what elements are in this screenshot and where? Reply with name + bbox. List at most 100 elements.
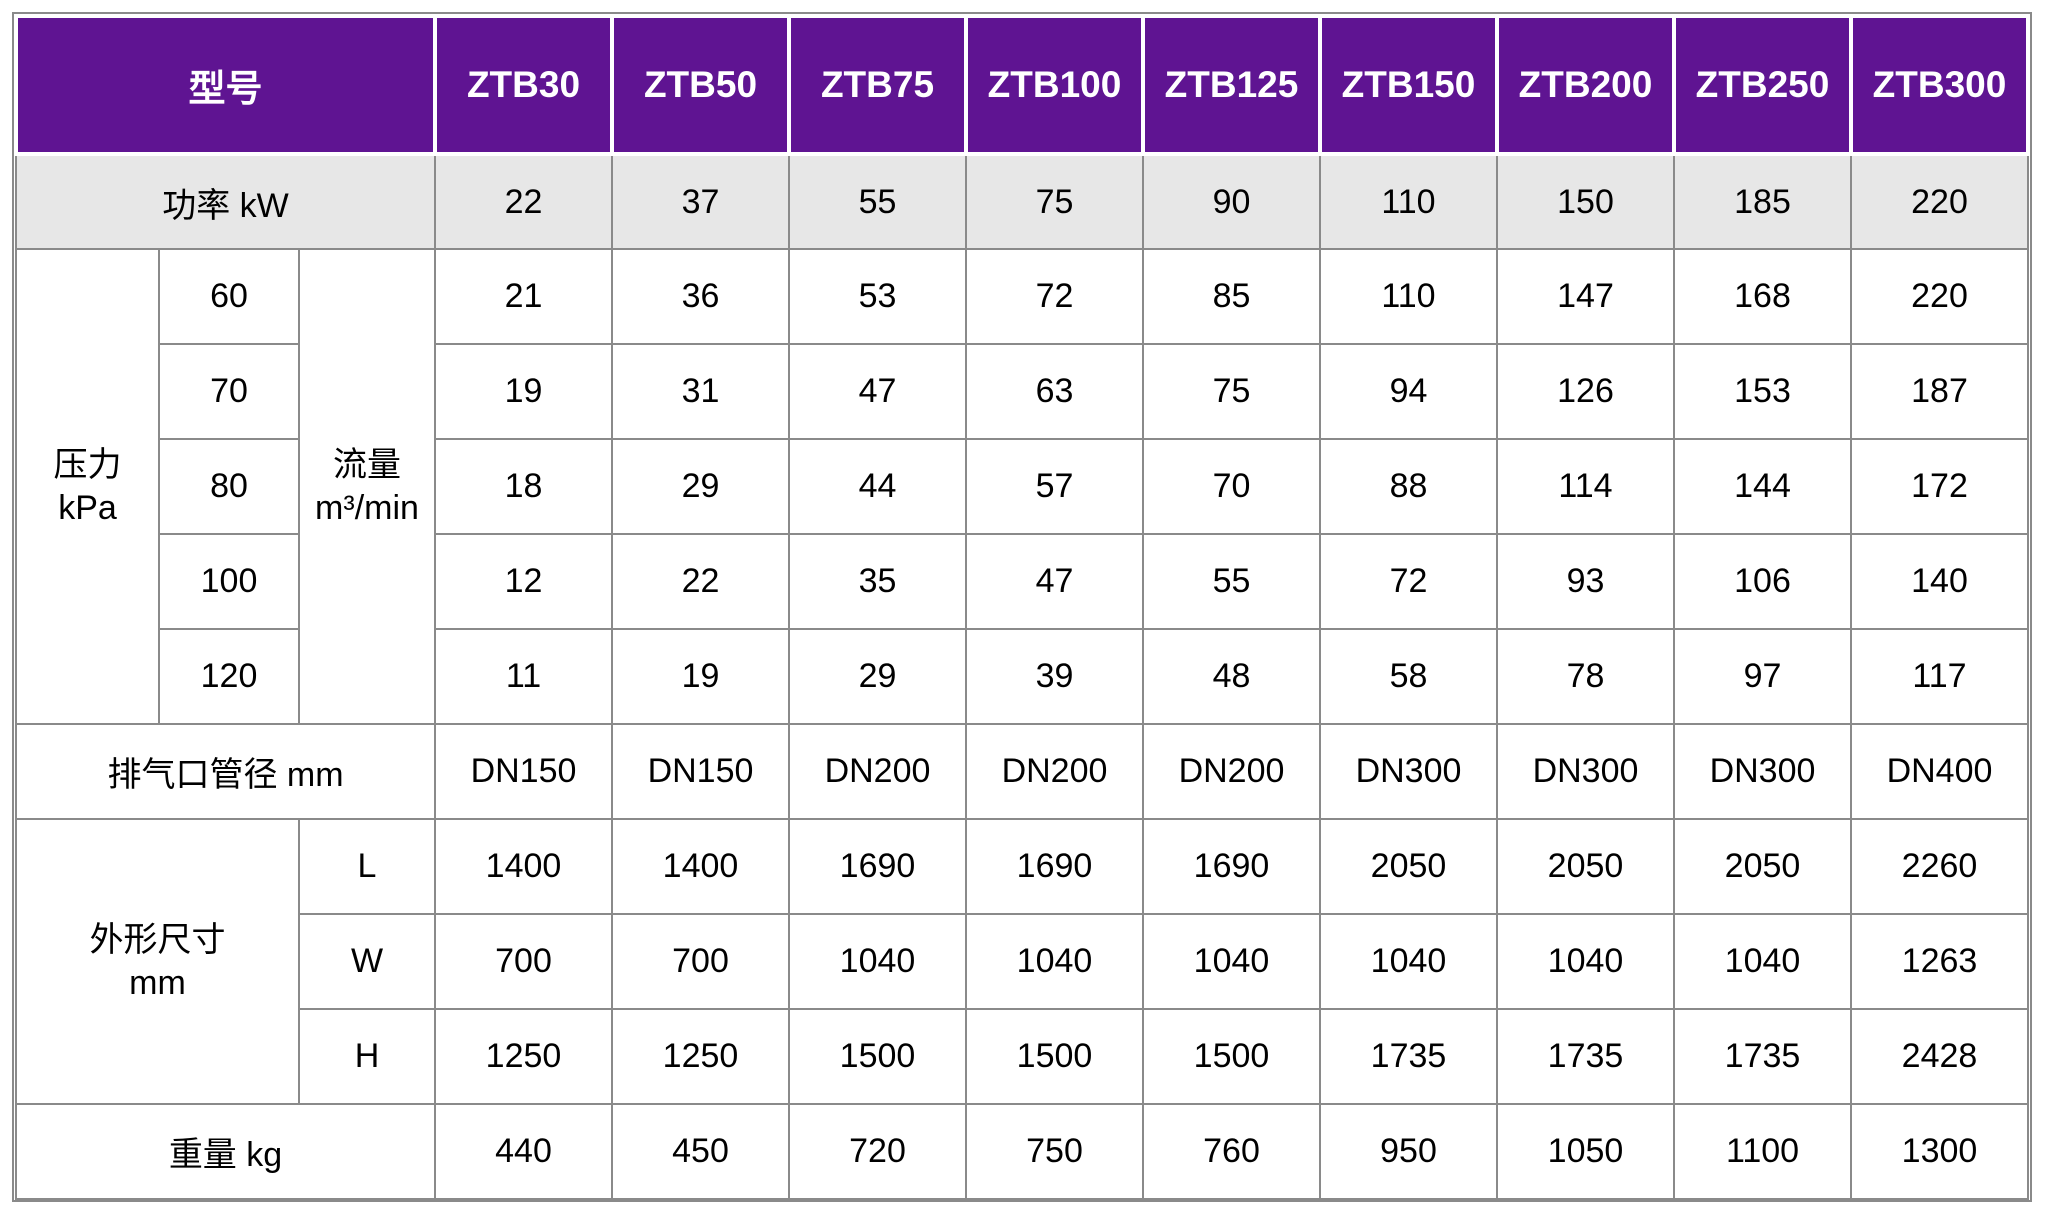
dimension-value: 1735 [1496,1008,1675,1105]
flow-value: 55 [1142,533,1321,630]
weight-row: 重量 kg 440 450 720 750 760 950 1050 1100 … [15,1103,2029,1200]
model-label-cell: 型号 [14,14,437,156]
pressure-kpa: 60 [158,248,300,345]
dimension-value: 1690 [965,818,1144,915]
outlet-row: 排气口管径 mm DN150 DN150 DN200 DN200 DN200 D… [15,723,2029,820]
weight-value: 950 [1319,1103,1498,1200]
dimension-value: 1040 [1496,913,1675,1010]
power-value: 110 [1319,153,1498,250]
power-value: 150 [1496,153,1675,250]
dimension-row-W: W 700 700 1040 1040 1040 1040 1040 1040 … [16,913,2029,1010]
model-ztb125: ZTB125 [1141,14,1322,156]
flow-value: 36 [611,248,790,345]
model-ztb200: ZTB200 [1495,14,1676,156]
pressure-row-120: 120 11 19 29 39 48 58 78 97 117 [16,628,2029,725]
flow-value: 39 [965,628,1144,725]
flow-value: 19 [611,628,790,725]
pressure-kpa: 80 [158,438,300,535]
weight-value: 720 [788,1103,967,1200]
flow-value: 153 [1673,343,1852,440]
spec-table-frame: 型号 ZTB30 ZTB50 ZTB75 ZTB100 ZTB125 ZTB15… [12,12,2032,1202]
dimension-value: 700 [611,913,790,1010]
power-value: 220 [1850,153,2029,250]
outlet-value: DN300 [1673,723,1852,820]
power-value: 185 [1673,153,1852,250]
flow-label-cn: 流量 [333,446,401,484]
pressure-label-cn: 压力 [53,446,122,484]
dimension-value: 700 [434,913,613,1010]
flow-value: 110 [1319,248,1498,345]
pressure-kpa: 70 [158,343,300,440]
weight-value: 1300 [1850,1103,2029,1200]
dimensions-label-cell: 外形尺寸 mm [15,818,300,1105]
flow-value: 29 [788,628,967,725]
outlet-value: DN200 [965,723,1144,820]
flow-value: 29 [611,438,790,535]
dimension-letter: H [298,1008,436,1105]
power-value: 55 [788,153,967,250]
model-ztb150: ZTB150 [1318,14,1499,156]
pressure-label-cell: 压力 kPa [15,248,160,725]
outlet-value: DN150 [611,723,790,820]
dimension-value: 1250 [434,1008,613,1105]
power-value: 22 [434,153,613,250]
flow-value: 75 [1142,343,1321,440]
weight-value: 1100 [1673,1103,1852,1200]
dimension-value: 2428 [1850,1008,2029,1105]
model-ztb250: ZTB250 [1672,14,1853,156]
flow-value: 47 [965,533,1144,630]
flow-value: 114 [1496,438,1675,535]
dimension-value: 1040 [1673,913,1852,1010]
flow-value: 93 [1496,533,1675,630]
flow-value: 44 [788,438,967,535]
flow-value: 47 [788,343,967,440]
dimension-value: 1400 [434,818,613,915]
pressure-label-unit: kPa [58,488,117,527]
weight-value: 760 [1142,1103,1321,1200]
dimension-value: 1500 [788,1008,967,1105]
flow-value: 126 [1496,343,1675,440]
power-value: 37 [611,153,790,250]
dimensions-label-cn: 外形尺寸 [89,921,226,959]
flow-value: 147 [1496,248,1675,345]
flow-value: 22 [611,533,790,630]
dimension-value: 1690 [1142,818,1321,915]
dimension-letter: W [298,913,436,1010]
pressure-kpa: 120 [158,628,300,725]
dimension-value: 2050 [1496,818,1675,915]
weight-value: 1050 [1496,1103,1675,1200]
dimension-row-H: H 1250 1250 1500 1500 1500 1735 1735 173… [16,1008,2029,1105]
flow-value: 72 [965,248,1144,345]
power-value: 90 [1142,153,1321,250]
dimension-letter: L [298,818,436,915]
flow-label-unit: m³/min [315,488,419,527]
dimension-value: 2050 [1319,818,1498,915]
flow-value: 94 [1319,343,1498,440]
flow-value: 19 [434,343,613,440]
pressure-row-100: 100 12 22 35 47 55 72 93 106 140 [16,533,2029,630]
flow-value: 117 [1850,628,2029,725]
dimension-value: 1500 [965,1008,1144,1105]
outlet-value: DN300 [1496,723,1675,820]
dimension-value: 2050 [1673,818,1852,915]
model-ztb50: ZTB50 [610,14,791,156]
flow-value: 72 [1319,533,1498,630]
dimension-value: 1735 [1319,1008,1498,1105]
flow-value: 53 [788,248,967,345]
flow-value: 12 [434,533,613,630]
pressure-row-80: 80 18 29 44 57 70 88 114 144 172 [16,438,2029,535]
flow-value: 58 [1319,628,1498,725]
flow-label-cell: 流量 m³/min [298,248,436,725]
dimension-value: 1735 [1673,1008,1852,1105]
flow-value: 88 [1319,438,1498,535]
power-value: 75 [965,153,1144,250]
flow-value: 31 [611,343,790,440]
pressure-row-70: 70 19 31 47 63 75 94 126 153 187 [16,343,2029,440]
outlet-value: DN200 [1142,723,1321,820]
power-row: 功率 kW 22 37 55 75 90 110 150 185 220 [15,153,2029,250]
flow-value: 168 [1673,248,1852,345]
flow-value: 21 [434,248,613,345]
dimension-value: 1690 [788,818,967,915]
dimension-value: 2260 [1850,818,2029,915]
flow-value: 18 [434,438,613,535]
